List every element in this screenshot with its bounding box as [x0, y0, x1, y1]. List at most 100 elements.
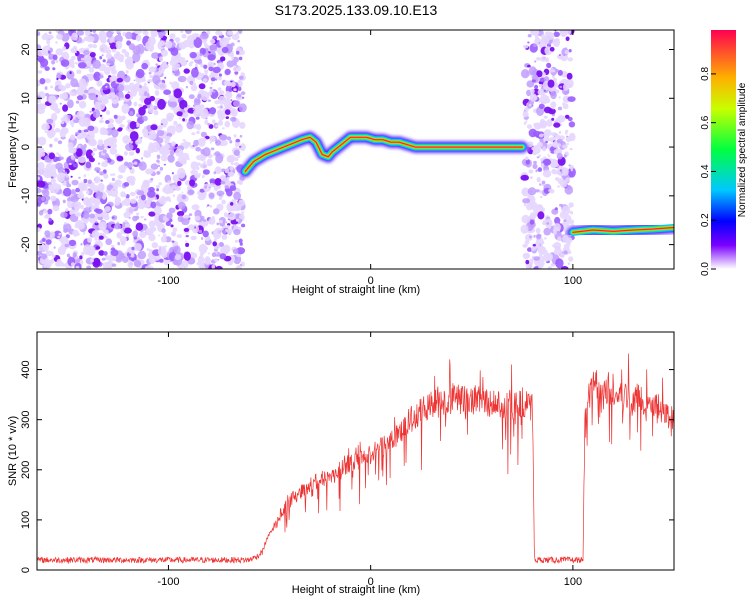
noise-blob [233, 162, 240, 166]
noise-blob [552, 141, 558, 148]
noise-blob [189, 51, 197, 59]
noise-blob [129, 131, 139, 141]
noise-blob [535, 204, 544, 212]
noise-blob [125, 194, 130, 199]
noise-blob [115, 257, 123, 263]
noise-blob [106, 137, 115, 147]
noise-blob [543, 187, 551, 194]
noise-blob [169, 199, 172, 203]
noise-blob [553, 31, 560, 37]
noise-blob [102, 261, 111, 269]
noise-blob [215, 139, 221, 146]
noise-blob [177, 75, 187, 83]
noise-blob [568, 132, 576, 142]
noise-blob [76, 30, 85, 36]
noise-blob [62, 46, 67, 51]
noise-blob [553, 230, 557, 235]
noise-blob [534, 84, 539, 90]
y-tick-label-2: 0 [20, 144, 32, 150]
noise-blob [37, 100, 41, 104]
noise-blob [220, 105, 223, 109]
noise-blob [107, 254, 115, 262]
noise-blob [170, 47, 179, 56]
noise-blob [185, 240, 188, 242]
noise-blob [57, 235, 61, 239]
noise-blob [567, 57, 574, 62]
noise-blob [53, 246, 56, 249]
noise-blob [235, 138, 241, 143]
noise-blob [238, 199, 246, 207]
noise-blob [173, 88, 183, 99]
noise-blob [214, 178, 222, 186]
noise-blob [71, 55, 76, 61]
noise-blob [88, 66, 95, 73]
noise-blob [539, 138, 544, 143]
noise-blob [226, 176, 230, 180]
noise-blob [553, 122, 561, 128]
noise-blob [540, 163, 545, 168]
noise-blob [52, 254, 56, 258]
noise-blob [195, 98, 201, 104]
noise-blob [229, 171, 234, 177]
noise-blob [176, 210, 185, 217]
noise-blob [237, 40, 241, 43]
noise-blob [185, 234, 189, 238]
noise-blob [527, 41, 530, 44]
noise-blob [74, 62, 78, 65]
noise-blob [226, 225, 230, 229]
noise-blob [103, 129, 109, 135]
noise-blob [108, 118, 115, 124]
noise-blob [124, 219, 128, 224]
noise-blob [76, 86, 85, 96]
noise-blob [48, 56, 52, 60]
noise-blob [542, 146, 547, 152]
noise-blob [552, 107, 555, 110]
noise-blob [76, 95, 84, 101]
noise-blob [129, 180, 135, 186]
noise-blob [195, 146, 202, 152]
noise-blob [539, 183, 542, 186]
noise-blob [88, 73, 95, 81]
noise-blob [76, 69, 82, 74]
noise-blob [77, 155, 86, 163]
noise-blob [565, 177, 571, 182]
noise-blob [157, 199, 161, 203]
noise-blob [521, 214, 531, 224]
noise-blob [172, 194, 175, 198]
noise-blob [213, 208, 220, 215]
noise-blob [542, 220, 547, 226]
noise-blob [567, 250, 572, 254]
noise-blob [80, 204, 84, 210]
noise-blob [548, 189, 552, 192]
noise-blob [98, 119, 104, 124]
noise-blob [78, 129, 82, 134]
noise-blob [229, 140, 233, 144]
noise-blob [155, 185, 160, 188]
noise-blob [213, 185, 219, 191]
noise-blob [533, 256, 540, 261]
noise-blob [61, 92, 68, 100]
noise-blob [47, 34, 54, 40]
noise-blob [181, 260, 189, 269]
spectrogram-signal [238, 130, 674, 239]
noise-blob [107, 93, 116, 99]
noise-blob [98, 162, 101, 165]
noise-blob [176, 167, 186, 179]
noise-blob [230, 162, 234, 166]
noise-blob [535, 189, 540, 193]
snr-y-axis: 0 100 200 300 400 [20, 360, 674, 573]
noise-blob [37, 163, 40, 168]
noise-blob [144, 91, 147, 95]
noise-blob [191, 67, 199, 78]
noise-blob [231, 56, 235, 60]
noise-blob [172, 72, 175, 76]
noise-blob [186, 120, 194, 130]
noise-blob [64, 221, 67, 225]
noise-blob [85, 35, 95, 43]
noise-blob [163, 89, 172, 95]
noise-blob [202, 78, 208, 82]
noise-blob [125, 139, 129, 144]
noise-blob [86, 245, 96, 257]
noise-blob [95, 208, 103, 214]
snr-x-label: Height of straight line (km) [292, 584, 420, 596]
